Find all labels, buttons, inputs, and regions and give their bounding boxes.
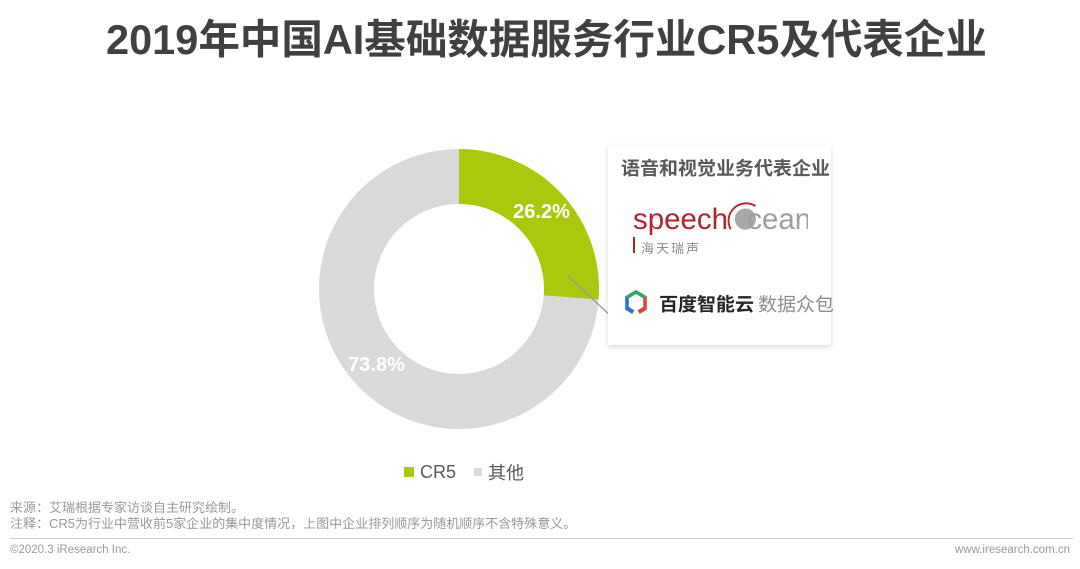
svg-text:speech: speech (633, 203, 728, 236)
svg-text:cean: cean (747, 203, 808, 236)
